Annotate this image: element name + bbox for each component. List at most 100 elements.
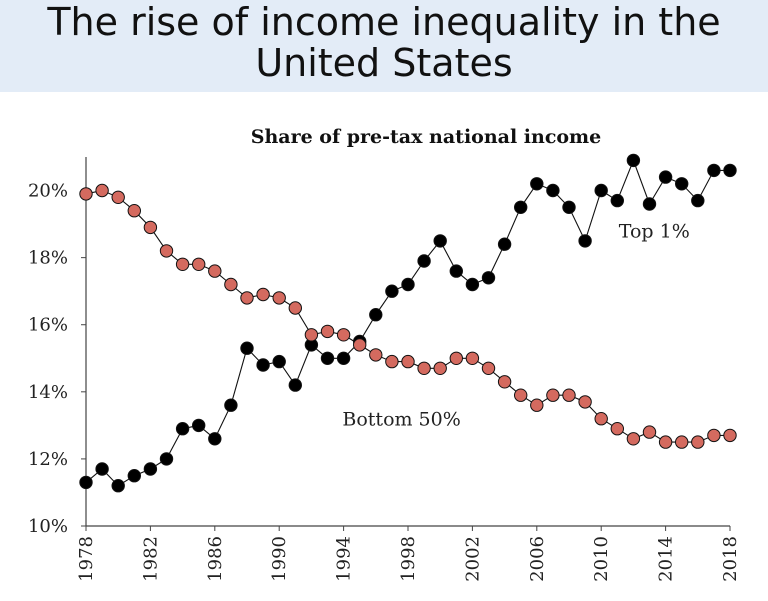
- data-point-bottom-50: [336, 328, 351, 342]
- data-point-bottom-50: [256, 287, 270, 302]
- data-point-top-1: [578, 234, 592, 248]
- slide-title-line2: United States: [255, 41, 513, 85]
- x-tick-label: 1986: [205, 536, 226, 582]
- x-tick-label: 1998: [398, 536, 419, 582]
- data-point-top-1: [707, 163, 721, 178]
- data-point-top-1: [562, 200, 576, 215]
- data-point-top-1: [417, 254, 431, 268]
- data-point-top-1: [272, 354, 286, 369]
- data-point-top-1: [723, 163, 737, 178]
- chart-ticks: 10% 12% 14% 16% 18% 20% 1978 1982 1986 1990 1994 19…: [28, 181, 741, 582]
- x-tick-label: 2002: [462, 536, 483, 582]
- data-point-top-1: [594, 183, 608, 198]
- data-point-top-1: [95, 462, 109, 476]
- data-point-top-1: [175, 422, 190, 436]
- series-annotation: Bottom 50%: [342, 408, 460, 430]
- data-point-bottom-50: [417, 361, 431, 375]
- title-banner: The rise of income inequality in the Uni…: [0, 0, 768, 92]
- data-point-top-1: [642, 197, 657, 211]
- data-point-top-1: [336, 351, 351, 365]
- data-point-bottom-50: [127, 204, 142, 218]
- data-point-bottom-50: [288, 301, 302, 315]
- data-point-top-1: [385, 284, 399, 298]
- data-point-top-1: [240, 341, 254, 355]
- data-point-top-1: [208, 432, 222, 446]
- data-point-top-1: [143, 462, 158, 476]
- data-point-top-1: [481, 271, 496, 285]
- data-point-top-1: [449, 264, 463, 278]
- x-tick-label: 2010: [591, 536, 612, 582]
- data-point-top-1: [626, 153, 641, 168]
- data-point-bottom-50: [433, 361, 447, 375]
- data-point-bottom-50: [79, 187, 93, 201]
- x-tick-label: 2006: [527, 536, 548, 582]
- data-point-top-1: [256, 358, 270, 372]
- data-point-top-1: [465, 277, 480, 292]
- data-point-top-1: [288, 378, 302, 392]
- series-top-1: [79, 153, 737, 493]
- data-point-top-1: [530, 177, 544, 191]
- chart-annotations: Top 1% Bottom 50%: [342, 221, 689, 431]
- data-point-top-1: [610, 193, 624, 208]
- x-tick-label: 2014: [656, 536, 677, 582]
- data-point-bottom-50: [594, 412, 608, 426]
- x-tick-label: 2018: [720, 536, 741, 582]
- data-point-bottom-50: [224, 277, 238, 292]
- slide-title: The rise of income inequality in the Uni…: [0, 2, 768, 84]
- y-tick-label: 20%: [28, 181, 68, 202]
- y-tick-label: 14%: [28, 382, 68, 403]
- series-annotation: Top 1%: [619, 221, 690, 243]
- data-point-bottom-50: [95, 183, 109, 198]
- data-point-top-1: [658, 170, 673, 184]
- data-point-bottom-50: [626, 432, 641, 446]
- data-point-bottom-50: [675, 435, 689, 449]
- chart-title: Share of pre-tax national income: [251, 126, 602, 148]
- data-point-bottom-50: [465, 351, 480, 365]
- x-tick-label: 1994: [334, 536, 355, 582]
- data-point-top-1: [401, 277, 415, 292]
- x-tick-label: 1978: [76, 536, 97, 582]
- data-point-top-1: [369, 308, 383, 322]
- y-tick-label: 16%: [28, 315, 68, 336]
- y-tick-label: 12%: [28, 449, 68, 470]
- series-bottom-50: [79, 183, 737, 449]
- data-point-bottom-50: [707, 428, 721, 443]
- data-point-bottom-50: [192, 257, 206, 271]
- data-point-bottom-50: [385, 354, 399, 369]
- chart-axes: [85, 157, 730, 527]
- data-point-bottom-50: [401, 354, 415, 369]
- data-point-bottom-50: [658, 435, 673, 449]
- data-point-bottom-50: [514, 388, 528, 402]
- data-point-bottom-50: [304, 328, 319, 342]
- data-point-top-1: [675, 177, 689, 191]
- y-tick-label: 18%: [28, 248, 68, 269]
- data-point-bottom-50: [320, 324, 335, 339]
- data-point-top-1: [127, 469, 142, 483]
- data-point-bottom-50: [208, 264, 222, 278]
- data-point-bottom-50: [642, 425, 657, 439]
- data-point-bottom-50: [578, 395, 592, 409]
- data-point-bottom-50: [272, 291, 286, 305]
- data-point-top-1: [433, 234, 447, 248]
- x-tick-label: 1982: [140, 536, 161, 582]
- data-point-top-1: [514, 200, 528, 215]
- data-point-top-1: [320, 351, 335, 365]
- data-point-bottom-50: [497, 375, 512, 389]
- data-point-top-1: [192, 418, 206, 433]
- data-point-bottom-50: [723, 428, 737, 443]
- data-point-bottom-50: [449, 351, 463, 365]
- data-point-top-1: [111, 479, 125, 493]
- data-point-bottom-50: [530, 398, 544, 412]
- chart-series: [79, 153, 737, 493]
- data-point-bottom-50: [240, 291, 254, 305]
- data-point-top-1: [691, 193, 705, 208]
- data-point-bottom-50: [562, 388, 576, 402]
- y-tick-label: 10%: [28, 516, 68, 537]
- data-point-bottom-50: [610, 422, 624, 436]
- data-point-bottom-50: [546, 388, 560, 402]
- x-tick-label: 1990: [269, 536, 290, 582]
- data-point-bottom-50: [353, 338, 367, 352]
- data-point-top-1: [224, 398, 238, 412]
- data-point-bottom-50: [369, 348, 383, 362]
